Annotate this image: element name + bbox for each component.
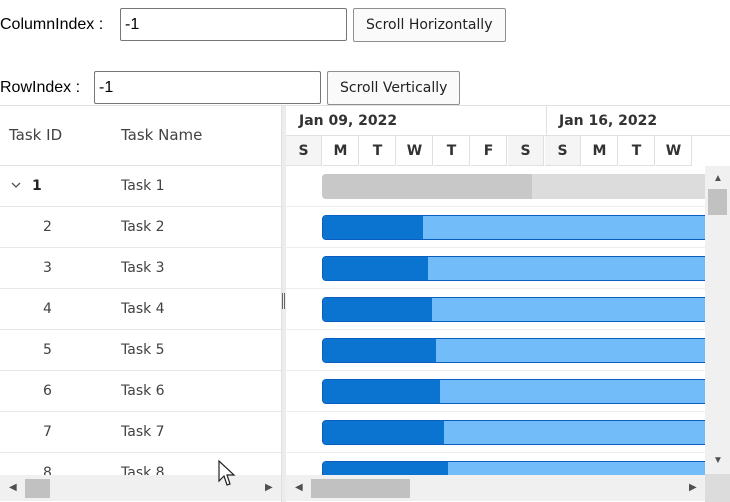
table-row[interactable]: 6 Task 6 — [0, 371, 281, 412]
task-grid: Task ID Task Name 1 Task 1 2 Task 2 3 Task 3 4… — [0, 106, 281, 502]
task-bar[interactable] — [322, 297, 730, 322]
splitter-grip-icon[interactable] — [282, 293, 285, 309]
task-progress — [323, 339, 436, 362]
grid-scroll-thumb[interactable] — [25, 479, 50, 498]
gantt-chart: Task ID Task Name 1 Task 1 2 Task 2 3 Task 3 4… — [0, 105, 730, 502]
task-progress — [322, 174, 532, 199]
task-bar[interactable] — [322, 338, 730, 363]
task-name-cell: Task 1 — [121, 178, 165, 194]
task-id-cell: 6 — [43, 383, 52, 399]
task-progress — [323, 216, 424, 239]
chart-row — [286, 412, 730, 453]
scroll-vertically-button[interactable]: Scroll Vertically — [327, 71, 461, 105]
timeline-day: S — [545, 136, 581, 166]
pane-splitter[interactable] — [281, 106, 286, 502]
grid-header: Task ID Task Name — [0, 106, 281, 166]
chart-row — [286, 371, 730, 412]
arrow-right-icon[interactable]: ▶ — [689, 482, 697, 493]
table-row[interactable]: 2 Task 2 — [0, 207, 281, 248]
task-progress — [323, 298, 432, 321]
timeline-day: F — [471, 136, 507, 166]
row-index-input[interactable] — [94, 71, 321, 104]
column-index-input[interactable] — [120, 8, 347, 41]
task-id-cell: 4 — [43, 301, 52, 317]
arrow-left-icon[interactable]: ◀ — [9, 482, 17, 493]
timeline-week: Jan 16, 2022 — [546, 106, 730, 136]
mouse-cursor-icon — [218, 460, 236, 486]
table-row[interactable]: 4 Task 4 — [0, 289, 281, 330]
column-index-label: ColumnIndex : — [0, 16, 104, 33]
task-id-cell: 8 — [43, 465, 52, 481]
task-bar[interactable] — [322, 379, 730, 404]
vertical-scroll-thumb[interactable] — [708, 189, 727, 215]
chevron-down-icon[interactable] — [11, 180, 21, 190]
arrow-right-icon[interactable]: ▶ — [265, 482, 273, 493]
chart-row — [286, 330, 730, 371]
task-name-cell: Task 3 — [121, 260, 165, 276]
arrow-left-icon[interactable]: ◀ — [295, 482, 303, 493]
chart-row — [286, 289, 730, 330]
task-progress — [323, 421, 445, 444]
timeline-day: T — [360, 136, 396, 166]
task-bar[interactable] — [322, 256, 730, 281]
timeline-day: T — [434, 136, 470, 166]
timeline-day: T — [619, 136, 655, 166]
task-id-cell: 7 — [43, 424, 52, 440]
timeline-day: S — [286, 136, 322, 166]
chart-horizontal-scrollbar[interactable]: ◀ ▶ — [286, 475, 705, 501]
chart-row — [286, 207, 730, 248]
chart-row — [286, 166, 730, 207]
task-id-header[interactable]: Task ID — [9, 126, 63, 144]
scroll-horizontally-button[interactable]: Scroll Horizontally — [353, 8, 506, 42]
chart-row — [286, 248, 730, 289]
task-id-cell: 3 — [43, 260, 52, 276]
timeline-day: W — [656, 136, 692, 166]
task-id-cell: 5 — [43, 342, 52, 358]
table-row[interactable]: 5 Task 5 — [0, 330, 281, 371]
table-row[interactable]: 1 Task 1 — [0, 166, 281, 207]
arrow-down-icon[interactable]: ▼ — [713, 455, 723, 466]
task-bar[interactable] — [322, 215, 730, 240]
task-bar[interactable] — [322, 420, 730, 445]
scrollbar-corner — [705, 474, 730, 502]
task-name-cell: Task 5 — [121, 342, 165, 358]
task-progress — [323, 257, 428, 280]
timeline-day: S — [508, 136, 544, 166]
row-index-label: RowIndex : — [0, 79, 81, 96]
timeline-day: M — [582, 136, 618, 166]
grid-horizontal-scrollbar[interactable]: ◀ ▶ — [0, 475, 281, 501]
task-name-cell: Task 7 — [121, 424, 165, 440]
table-row[interactable]: 3 Task 3 — [0, 248, 281, 289]
vertical-scrollbar[interactable]: ▲ ▼ — [705, 166, 730, 474]
task-name-cell: Task 4 — [121, 301, 165, 317]
chart-scroll-thumb[interactable] — [311, 479, 410, 498]
timeline-week: Jan 09, 2022 — [286, 106, 547, 136]
timeline-day: W — [397, 136, 433, 166]
table-row[interactable]: 7 Task 7 — [0, 412, 281, 453]
task-id-cell: 2 — [43, 219, 52, 235]
task-name-header[interactable]: Task Name — [121, 126, 203, 144]
task-id-cell: 1 — [32, 178, 42, 194]
task-progress — [323, 380, 441, 403]
parent-task-bar[interactable] — [322, 174, 730, 199]
task-name-cell: Task 6 — [121, 383, 165, 399]
task-name-cell: Task 2 — [121, 219, 165, 235]
timeline-day: M — [323, 136, 359, 166]
arrow-up-icon[interactable]: ▲ — [713, 173, 723, 184]
